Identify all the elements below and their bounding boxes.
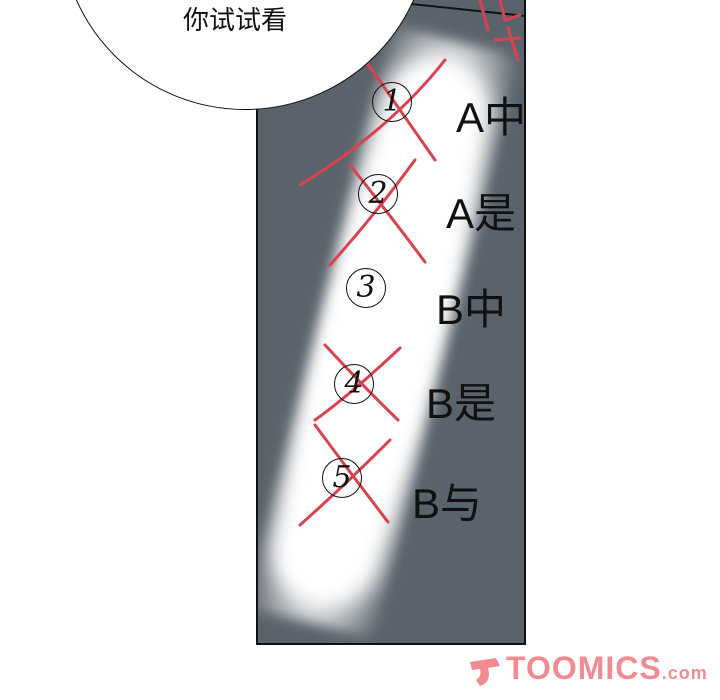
option-number-badge: 2 — [358, 174, 398, 214]
watermark: TOOMICS.com — [466, 648, 710, 692]
red-scribble-stroke — [478, 0, 490, 32]
cross-2-stroke-b — [328, 158, 417, 267]
option-number-badge: 3 — [346, 268, 386, 308]
cross-2-stroke-a — [348, 163, 427, 264]
option-number-badge: 5 — [322, 458, 362, 498]
red-scribble-stroke — [506, 26, 520, 62]
red-scribble-stroke — [498, 0, 522, 22]
option-number-badge: 4 — [334, 364, 374, 404]
watermark-text: TOOMICS.com — [506, 650, 708, 687]
watermark-brand: TOOMICS — [506, 650, 662, 686]
watermark-suffix: .com — [661, 663, 708, 683]
toomics-logo-icon — [470, 658, 500, 686]
red-scribble-stroke — [493, 36, 522, 42]
cross-1-stroke-b — [298, 58, 447, 187]
speech-bubble-text: 你试试看 — [182, 6, 287, 36]
option-label: A是 — [446, 190, 517, 237]
option-number-badge: 1 — [372, 82, 412, 122]
option-label: B与 — [412, 480, 483, 527]
option-label: B是 — [426, 380, 497, 427]
option-label: B中 — [436, 286, 507, 333]
option-label: A中 — [456, 94, 527, 141]
